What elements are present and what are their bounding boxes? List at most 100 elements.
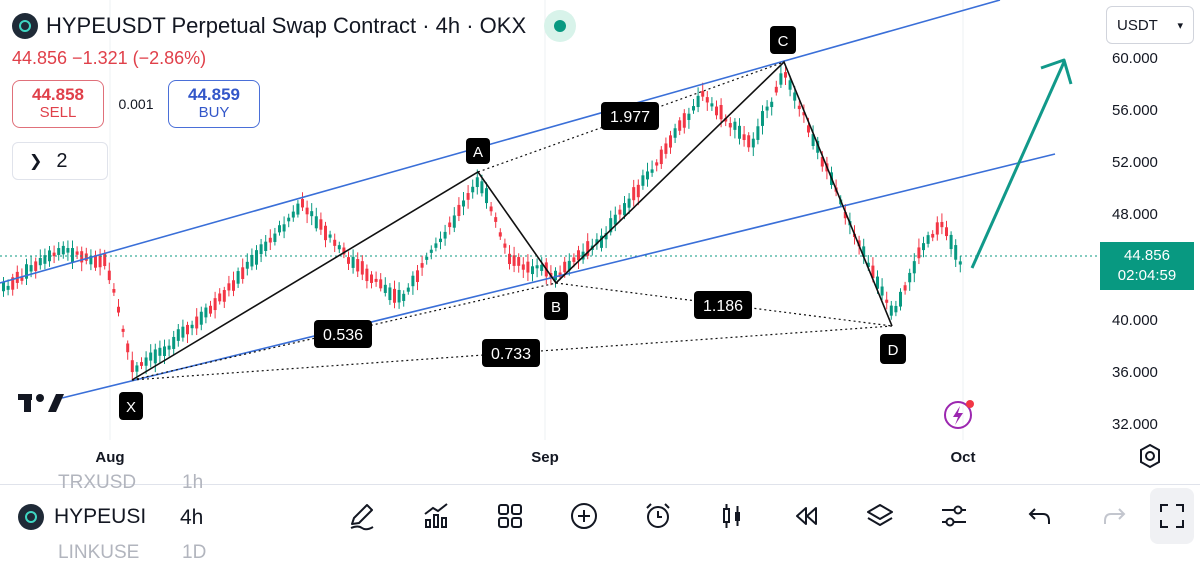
candle-body	[770, 101, 774, 108]
candle-body	[572, 257, 576, 262]
replay-icon[interactable]	[784, 496, 828, 536]
buy-label: BUY	[198, 104, 230, 121]
indicators-icon[interactable]	[414, 496, 458, 536]
tradingview-logo-icon	[18, 394, 64, 412]
candle-body	[6, 285, 10, 290]
candle-body	[356, 259, 360, 272]
candle-body	[563, 261, 567, 273]
candle-body	[618, 209, 622, 215]
candle-body	[811, 134, 815, 147]
channel-lower-line[interactable]	[61, 153, 1056, 399]
svg-text:1.186: 1.186	[703, 298, 743, 315]
candle-body	[227, 283, 231, 291]
candle-body	[305, 207, 309, 215]
candle-body	[439, 238, 442, 243]
time-axis[interactable]: Aug Sep Oct	[95, 449, 975, 466]
chart-settings-icon[interactable]	[1136, 442, 1164, 470]
candle-body	[140, 362, 143, 366]
candle-body	[144, 357, 148, 366]
candle-body	[388, 287, 392, 301]
svg-text:X: X	[126, 399, 136, 416]
alarm-icon[interactable]	[636, 496, 680, 536]
projection-arrow[interactable]	[970, 58, 1073, 269]
symbol-title[interactable]: HYPEUSDT Perpetual Swap Contract · 4h · …	[46, 13, 527, 38]
candle-body	[756, 126, 760, 140]
candle-body	[213, 298, 217, 311]
fullscreen-icon[interactable]	[1150, 488, 1194, 544]
point-label-b: B	[544, 292, 568, 320]
bottom-symbol-selector[interactable]: HYPEUSI	[18, 504, 146, 530]
candle-body	[360, 261, 364, 275]
sell-button[interactable]: 44.858 SELL	[12, 80, 104, 128]
candle-body	[646, 171, 649, 180]
candle-body	[117, 306, 120, 313]
candle-body	[747, 135, 751, 148]
candle-body	[650, 169, 654, 173]
redo-icon[interactable]	[1092, 496, 1136, 536]
symbol-header[interactable]: HYPEUSDT Perpetual Swap Contract · 4h · …	[12, 10, 577, 42]
point-label-d: D	[880, 334, 906, 364]
candle-body	[889, 305, 893, 316]
undo-icon[interactable]	[1018, 496, 1062, 536]
candle-body	[443, 231, 447, 239]
candle-body	[264, 241, 268, 251]
layers-icon[interactable]	[858, 496, 902, 536]
price-axis[interactable]: 60.000 56.000 52.000 48.000 40.000 36.00…	[1112, 50, 1158, 433]
candle-body	[949, 234, 953, 250]
grid-icon[interactable]	[488, 496, 532, 536]
candle-body	[34, 261, 38, 271]
candles-icon[interactable]	[710, 496, 754, 536]
candle-body	[218, 293, 222, 302]
indicator-count: 2	[56, 149, 68, 172]
candle-body	[774, 86, 778, 93]
candle-body	[287, 217, 291, 222]
candle-body	[742, 134, 746, 141]
sliders-icon[interactable]	[932, 496, 976, 536]
candle-body	[609, 218, 613, 233]
candle-body	[20, 277, 24, 281]
candle-body	[282, 224, 286, 232]
pencil-icon[interactable]	[340, 496, 384, 536]
last-price-tag: 44.856 02:04:59	[1100, 242, 1194, 290]
candle-body	[462, 200, 465, 207]
candle-body	[126, 343, 130, 353]
candle-body	[29, 265, 33, 272]
candle-body	[255, 250, 258, 265]
candle-body	[820, 156, 824, 167]
svg-text:C: C	[778, 33, 789, 50]
candle-body	[38, 258, 42, 266]
candle-body	[259, 244, 263, 255]
candle-body	[342, 247, 346, 255]
svg-text:A: A	[473, 144, 483, 161]
ghost-ticker-above: TRXUSD	[58, 472, 137, 493]
candle-body	[452, 215, 456, 228]
ratio-label-ac: 1.977	[601, 102, 659, 130]
candle-body	[912, 261, 916, 274]
buy-button[interactable]: 44.859 BUY	[168, 80, 260, 128]
indicators-collapse-button[interactable]: ❯ 2	[12, 142, 108, 180]
candle-body	[416, 270, 419, 283]
channel-upper-line[interactable]	[0, 0, 1001, 284]
candle-body	[314, 216, 318, 229]
candle-body	[199, 311, 203, 325]
sell-label: SELL	[39, 104, 77, 121]
candle-body	[25, 264, 28, 279]
candle-body	[512, 255, 516, 266]
ghost-ticker-below: LINKUSE	[58, 542, 140, 563]
candle-body	[273, 233, 277, 242]
candle-body	[328, 234, 332, 238]
candle-body	[701, 90, 705, 97]
currency-select[interactable]: USDT ▾	[1106, 6, 1194, 44]
candle-body	[705, 97, 709, 103]
candle-body	[186, 324, 189, 335]
candle-body	[222, 290, 226, 302]
spread-value: 0.001	[118, 96, 154, 112]
market-status-icon[interactable]	[544, 10, 577, 42]
lightning-badge-icon[interactable]	[944, 400, 974, 429]
candle-body	[130, 360, 134, 373]
candle-body	[466, 193, 470, 200]
interval-selector[interactable]: 4h	[180, 506, 204, 529]
candle-body	[347, 257, 350, 264]
plus-circle-icon[interactable]	[562, 496, 606, 536]
